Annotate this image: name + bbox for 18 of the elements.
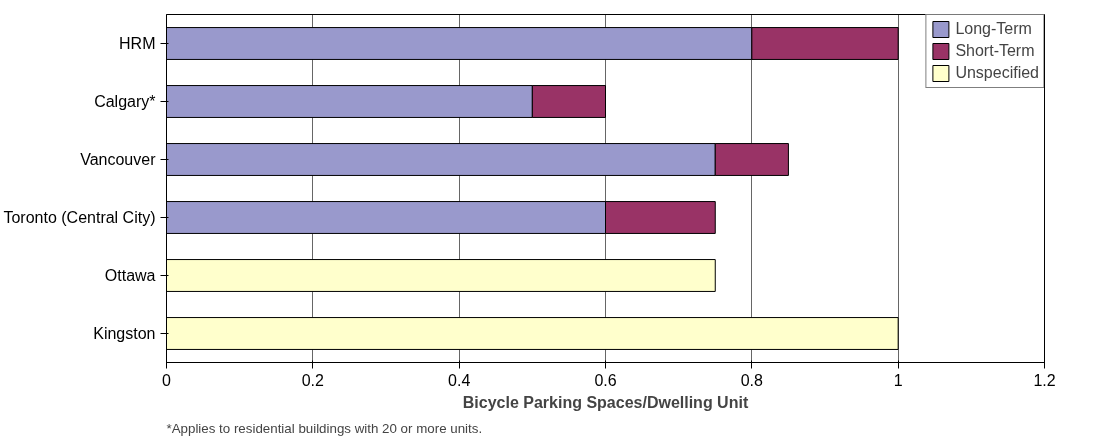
x-tick-label: 0	[162, 371, 172, 389]
text: *Applies to residential buildings with 20 or more units.	[166, 420, 483, 436]
y-tick-label: HRM	[119, 35, 156, 52]
x-tick-label: 1	[893, 371, 903, 389]
x-tick-label: 0.4	[448, 371, 471, 389]
legend-label: Unspecified	[955, 64, 1039, 82]
x-tick-label: 0.2	[301, 371, 325, 389]
x-axis-title: Bicycle Parking Spaces/Dwelling Unit	[462, 393, 749, 411]
x-tick-label: 0.6	[594, 371, 617, 389]
x-tick-label: 1.2	[1033, 371, 1056, 389]
legend-label: Long-Term	[955, 20, 1032, 38]
y-tick-label: Toronto (Central City)	[3, 209, 156, 226]
y-tick-label: Kingston	[93, 325, 156, 342]
y-tick-label: Vancouver	[80, 151, 157, 168]
y-tick-label: Calgary*	[94, 93, 156, 110]
y-tick-label: Ottawa	[104, 267, 156, 284]
legend-label: Short-Term	[955, 42, 1035, 60]
x-tick-label: 0.8	[740, 371, 764, 389]
